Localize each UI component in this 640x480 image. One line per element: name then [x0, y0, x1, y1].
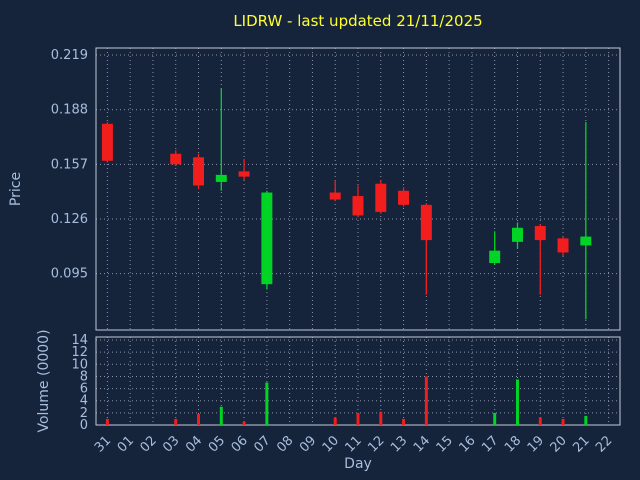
chart-title: LIDRW - last updated 21/11/2025 [233, 12, 482, 30]
candle-body [193, 157, 205, 186]
day-tick-label: 01 [115, 433, 137, 455]
volume-axis-label: Volume (0000) [36, 329, 52, 432]
candle-body [101, 123, 113, 161]
candle-body [215, 174, 227, 182]
day-tick-label: 18 [502, 433, 524, 455]
day-tick-label: 12 [365, 433, 387, 455]
day-tick-label: 17 [479, 433, 501, 455]
volume-bar [515, 379, 519, 425]
volume-bar [219, 406, 223, 425]
volume-bar [197, 414, 201, 425]
volume-tick-label: 0 [80, 418, 88, 433]
candle-body [398, 190, 410, 205]
day-tick-label: 10 [320, 433, 342, 455]
candle-body [261, 192, 273, 285]
volume-bar [424, 376, 428, 425]
candle-body [511, 227, 523, 242]
price-tick-label: 0.157 [51, 157, 88, 172]
volume-tick-label: 14 [71, 333, 88, 348]
volume-bar [402, 418, 406, 425]
candle-body [238, 171, 250, 177]
day-tick-label: 15 [434, 433, 456, 455]
price-tick-label: 0.219 [51, 48, 88, 63]
volume-bar [356, 412, 360, 425]
day-tick-label: 09 [297, 433, 319, 455]
volume-tick-label: 8 [80, 369, 88, 384]
day-tick-label: 13 [388, 433, 410, 455]
volume-tick-label: 10 [71, 357, 88, 372]
volume-bar [379, 411, 383, 425]
volume-bar [105, 418, 109, 425]
day-axis-label: Day [344, 456, 372, 472]
day-tick-label: 08 [274, 433, 296, 455]
candlestick-series [101, 88, 592, 320]
day-tick-label: 11 [343, 433, 365, 455]
day-tick-label: 21 [570, 433, 592, 455]
candle-body [557, 238, 569, 253]
day-tick-label: 16 [456, 433, 478, 455]
price-plot-frame [95, 47, 621, 331]
volume-bar [493, 412, 497, 425]
price-axis-label: Price [8, 172, 24, 206]
day-tick-label: 20 [548, 433, 570, 455]
day-tick-label: 14 [411, 433, 433, 455]
volume-bar [333, 417, 337, 425]
gridlines [96, 48, 620, 425]
volume-bar [174, 418, 178, 425]
volume-bar [584, 415, 588, 425]
day-tick-label: 19 [525, 433, 547, 455]
candle-body [352, 196, 364, 216]
candle-body [534, 226, 546, 241]
day-tick-label: 04 [183, 433, 205, 455]
volume-bar [538, 417, 542, 425]
day-tick-label: 02 [137, 433, 159, 455]
candle-body [375, 183, 387, 212]
day-tick-label: 03 [160, 433, 182, 455]
day-tick-label: 22 [593, 433, 615, 455]
day-tick-label: 07 [251, 433, 273, 455]
candle-body [580, 236, 592, 246]
candle-body [420, 204, 432, 241]
volume-tick-label: 6 [80, 382, 88, 397]
volume-bar-series [105, 376, 588, 425]
price-tick-label: 0.188 [51, 103, 88, 118]
candle-body [329, 192, 341, 200]
candle-body [170, 153, 182, 165]
volume-bar [242, 421, 246, 425]
volume-tick-label: 2 [80, 406, 88, 421]
volume-bar [561, 418, 565, 425]
price-tick-label: 0.095 [51, 267, 88, 282]
day-tick-label: 05 [206, 433, 228, 455]
volume-tick-label: 12 [71, 345, 88, 360]
day-tick-label: 31 [92, 433, 114, 455]
price-tick-label: 0.126 [51, 212, 88, 227]
day-tick-label: 06 [229, 433, 251, 455]
candle-body [489, 250, 501, 264]
volume-tick-label: 4 [80, 394, 88, 409]
volume-bar [265, 382, 269, 425]
